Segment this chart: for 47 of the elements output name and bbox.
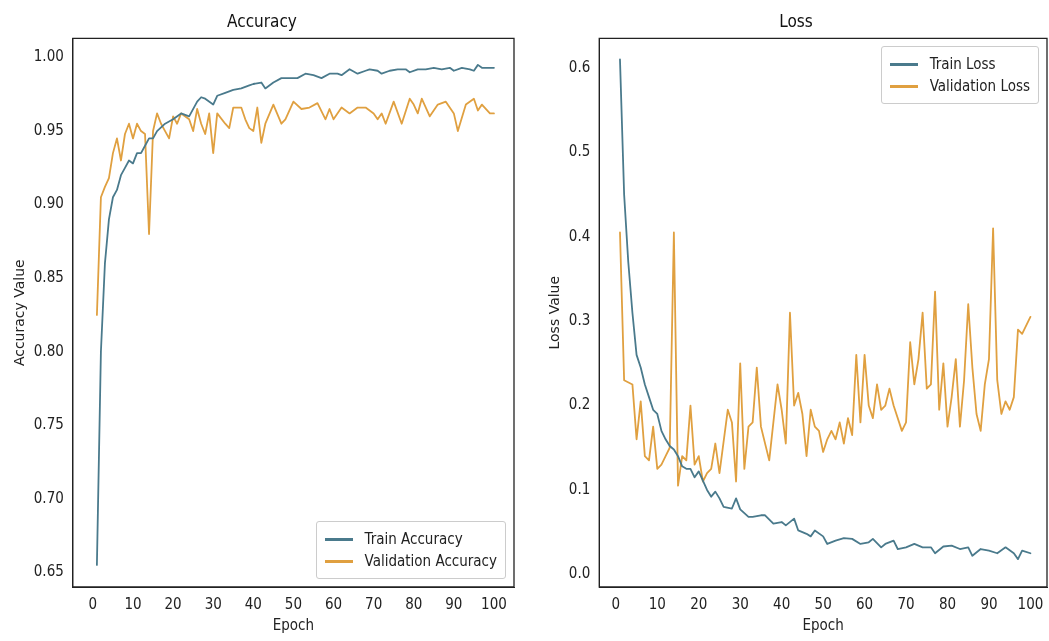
x-tick-label: 0	[88, 594, 98, 613]
y-tick-label: 0.4	[568, 226, 591, 245]
x-tick-label: 90	[980, 594, 998, 613]
chart-title: Loss	[779, 10, 813, 31]
x-tick-label: 60	[324, 594, 343, 613]
x-tick-label: 20	[164, 594, 182, 613]
x-tick-label: 10	[124, 594, 142, 613]
y-tick-label: 0.3	[568, 311, 591, 330]
x-tick-label: 40	[244, 594, 262, 613]
legend-label: Validation Accuracy	[364, 552, 497, 570]
y-tick-label: 0.90	[33, 194, 64, 213]
x-axis-title: Epoch	[802, 615, 844, 634]
x-tick-label: 50	[284, 594, 302, 613]
chart-title: Accuracy	[227, 10, 297, 31]
x-tick-label: 80	[405, 594, 423, 613]
x-tick-label: 80	[938, 594, 957, 613]
y-axis-title: Accuracy Value	[11, 259, 28, 367]
y-tick-label: 0.80	[33, 341, 64, 360]
x-tick-label: 50	[814, 594, 832, 613]
y-tick-label: 0.1	[568, 479, 591, 498]
y-tick-label: 0.85	[33, 268, 64, 287]
x-tick-label: 40	[773, 594, 791, 613]
x-tick-label: 60	[856, 594, 874, 613]
y-tick-label: 0.2	[568, 395, 591, 414]
x-tick-label: 100	[481, 594, 507, 613]
x-tick-label: 100	[1017, 594, 1044, 613]
x-tick-label: 0	[611, 594, 621, 613]
y-tick-label: 0.5	[568, 142, 591, 161]
y-tick-label: 0.95	[33, 120, 64, 139]
x-tick-label: 10	[648, 594, 666, 613]
y-axis-title: Loss Value	[546, 275, 563, 350]
x-tick-label: 30	[204, 594, 222, 613]
legend-label: Train Loss	[929, 55, 996, 74]
x-axis-title: Epoch	[272, 615, 315, 634]
y-tick-label: 1.00	[33, 47, 64, 66]
y-tick-label: 0.6	[568, 57, 591, 76]
x-tick-label: 30	[731, 594, 749, 613]
x-tick-label: 20	[690, 594, 708, 613]
x-tick-label: 90	[445, 594, 463, 613]
x-tick-label: 70	[365, 594, 383, 613]
y-tick-label: 0.70	[33, 488, 64, 507]
legend-label: Validation Loss	[929, 77, 1030, 96]
y-tick-label: 0.0	[568, 564, 591, 583]
y-tick-label: 0.75	[33, 415, 64, 434]
y-tick-label: 0.65	[33, 562, 64, 581]
x-tick-label: 70	[897, 594, 915, 613]
legend-label: Train Accuracy	[364, 530, 463, 548]
